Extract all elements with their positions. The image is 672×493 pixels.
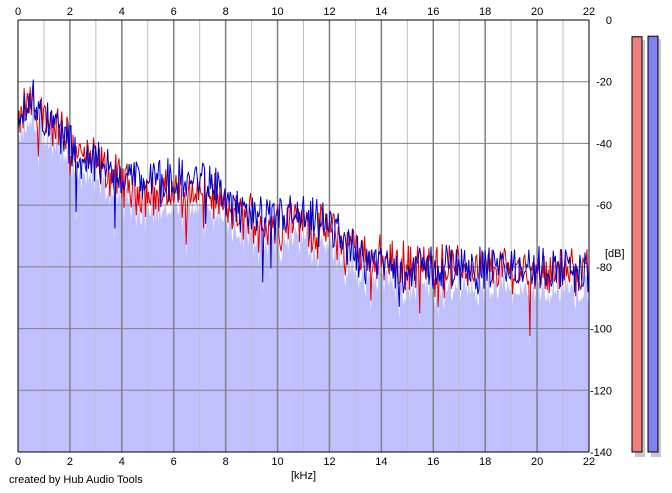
y-tick-label: -40: [596, 138, 612, 150]
y-tick-label: -80: [596, 262, 612, 274]
series-layer: [17, 79, 590, 337]
x-tick-label-top: 2: [67, 6, 73, 18]
axes-layer: [17, 19, 590, 453]
x-tick-label-top: 6: [171, 6, 177, 18]
level-meter-bar: [631, 36, 643, 453]
x-tick-label-bottom: 2: [67, 456, 73, 468]
x-tick-label-top: 10: [271, 6, 283, 18]
x-tick-label-top: 4: [119, 6, 125, 18]
footer-credit: created by Hub Audio Tools: [9, 474, 143, 486]
level-meters: [631, 35, 661, 457]
y-tick-label: -20: [596, 77, 612, 89]
y-tick-label: -60: [596, 200, 612, 212]
x-tick-label-top: 22: [583, 6, 595, 18]
series-line-2: [17, 79, 590, 307]
x-tick-label-bottom: 4: [119, 456, 125, 468]
y-tick-labels: 0 -20 -40 -60 -80 -100 -120 -140: [590, 15, 612, 459]
y-tick-label: 0: [606, 15, 612, 27]
y-tick-label: -120: [590, 385, 612, 397]
x-tick-label-top: 12: [323, 6, 335, 18]
y-tick-label: -100: [590, 324, 612, 336]
x-tick-label-bottom: 10: [271, 456, 283, 468]
x-tick-label-top: 0: [15, 6, 21, 18]
y-axis-label: [dB]: [605, 248, 625, 260]
x-tick-label-top: 14: [375, 6, 387, 18]
x-tick-label-bottom: 22: [583, 456, 595, 468]
x-tick-label-top: 8: [223, 6, 229, 18]
y-tick-label: -140: [590, 447, 612, 459]
x-tick-label-bottom: 8: [223, 456, 229, 468]
x-tick-label-bottom: 18: [479, 456, 491, 468]
level-meter-bar: [647, 35, 659, 453]
x-tick-label-bottom: 14: [375, 456, 387, 468]
x-tick-label-top: 16: [427, 6, 439, 18]
x-tick-label-top: 18: [479, 6, 491, 18]
x-tick-label-bottom: 12: [323, 456, 335, 468]
x-tick-label-bottom: 20: [531, 456, 543, 468]
x-tick-label-bottom: 16: [427, 456, 439, 468]
x-tick-label-bottom: 0: [15, 456, 21, 468]
x-tick-label-bottom: 6: [171, 456, 177, 468]
x-tick-label-top: 20: [531, 6, 543, 18]
x-axis-label: [kHz]: [291, 470, 316, 482]
